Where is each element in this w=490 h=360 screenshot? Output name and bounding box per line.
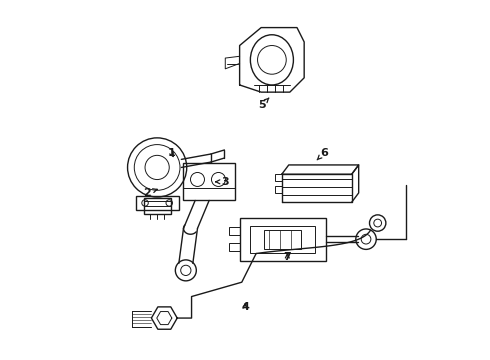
Text: 1: 1 — [168, 148, 175, 158]
Text: 3: 3 — [216, 177, 229, 187]
Text: 5: 5 — [258, 98, 269, 110]
Text: 6: 6 — [317, 148, 328, 160]
Text: 2: 2 — [144, 188, 157, 198]
Text: 7: 7 — [283, 252, 291, 262]
Text: 4: 4 — [241, 302, 249, 312]
